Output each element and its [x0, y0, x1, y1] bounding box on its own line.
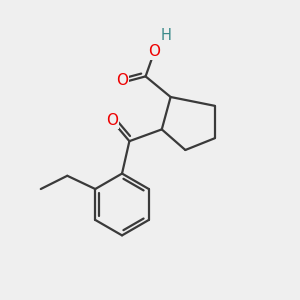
Text: O: O — [148, 44, 160, 59]
Text: O: O — [116, 73, 128, 88]
Text: O: O — [106, 113, 118, 128]
Text: H: H — [161, 28, 172, 43]
